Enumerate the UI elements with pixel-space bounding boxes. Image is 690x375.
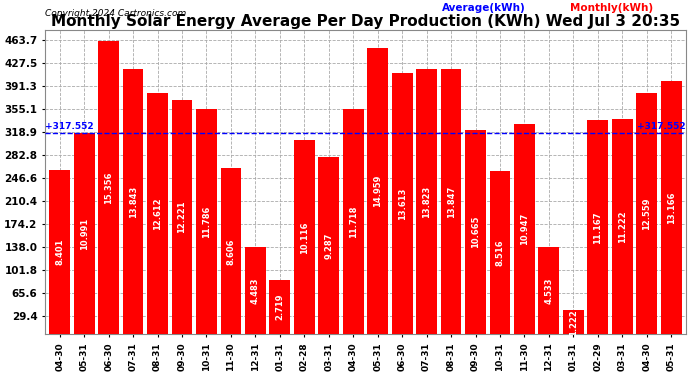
Bar — [538, 247, 560, 334]
Text: 11.222: 11.222 — [618, 210, 627, 243]
Text: 11.167: 11.167 — [593, 211, 602, 243]
Text: 12.612: 12.612 — [153, 198, 162, 230]
Bar — [661, 81, 682, 334]
Bar — [50, 170, 70, 334]
Text: 1.222: 1.222 — [569, 309, 578, 336]
Text: Monthly(kWh): Monthly(kWh) — [571, 3, 653, 13]
Text: 4.483: 4.483 — [251, 278, 260, 304]
Bar — [123, 69, 144, 334]
Text: 15.356: 15.356 — [104, 171, 113, 204]
Bar — [147, 93, 168, 334]
Bar — [416, 69, 437, 334]
Text: Copyright 2024 Cartronics.com: Copyright 2024 Cartronics.com — [45, 9, 186, 18]
Bar — [392, 73, 413, 334]
Bar — [490, 171, 511, 334]
Bar — [441, 69, 462, 334]
Text: 13.166: 13.166 — [667, 191, 676, 224]
Text: 13.613: 13.613 — [397, 188, 406, 220]
Bar — [563, 310, 584, 334]
Text: 11.786: 11.786 — [202, 206, 211, 238]
Bar — [294, 140, 315, 334]
Bar — [221, 168, 242, 334]
Text: 8.516: 8.516 — [495, 239, 504, 266]
Bar — [636, 93, 657, 334]
Bar — [514, 124, 535, 334]
Title: Monthly Solar Energy Average Per Day Production (KWh) Wed Jul 3 20:35: Monthly Solar Energy Average Per Day Pro… — [51, 14, 680, 29]
Text: 9.287: 9.287 — [324, 232, 333, 259]
Text: 13.823: 13.823 — [422, 186, 431, 218]
Bar — [367, 48, 388, 334]
Bar — [172, 100, 193, 334]
Text: 13.847: 13.847 — [446, 186, 455, 218]
Text: 10.665: 10.665 — [471, 216, 480, 248]
Text: 4.533: 4.533 — [544, 277, 553, 304]
Text: 10.991: 10.991 — [79, 217, 89, 250]
Bar — [196, 109, 217, 334]
Text: +317.552: +317.552 — [45, 122, 94, 130]
Text: 2.719: 2.719 — [275, 294, 284, 320]
Text: 10.116: 10.116 — [299, 221, 309, 254]
Bar — [318, 157, 339, 334]
Bar — [587, 120, 608, 334]
Bar — [74, 133, 95, 334]
Text: 12.559: 12.559 — [642, 198, 651, 230]
Text: 8.401: 8.401 — [55, 239, 64, 265]
Bar — [465, 130, 486, 334]
Text: 12.221: 12.221 — [177, 201, 186, 233]
Text: 11.718: 11.718 — [348, 206, 357, 238]
Text: 8.606: 8.606 — [226, 238, 235, 265]
Text: 14.959: 14.959 — [373, 175, 382, 207]
Bar — [270, 280, 290, 334]
Text: 10.947: 10.947 — [520, 213, 529, 245]
Bar — [343, 110, 364, 334]
Bar — [612, 119, 633, 334]
Bar — [98, 41, 119, 334]
Text: Average(kWh): Average(kWh) — [442, 3, 526, 13]
Text: 13.843: 13.843 — [128, 186, 137, 218]
Bar — [245, 247, 266, 334]
Text: +317.552: +317.552 — [637, 122, 686, 130]
